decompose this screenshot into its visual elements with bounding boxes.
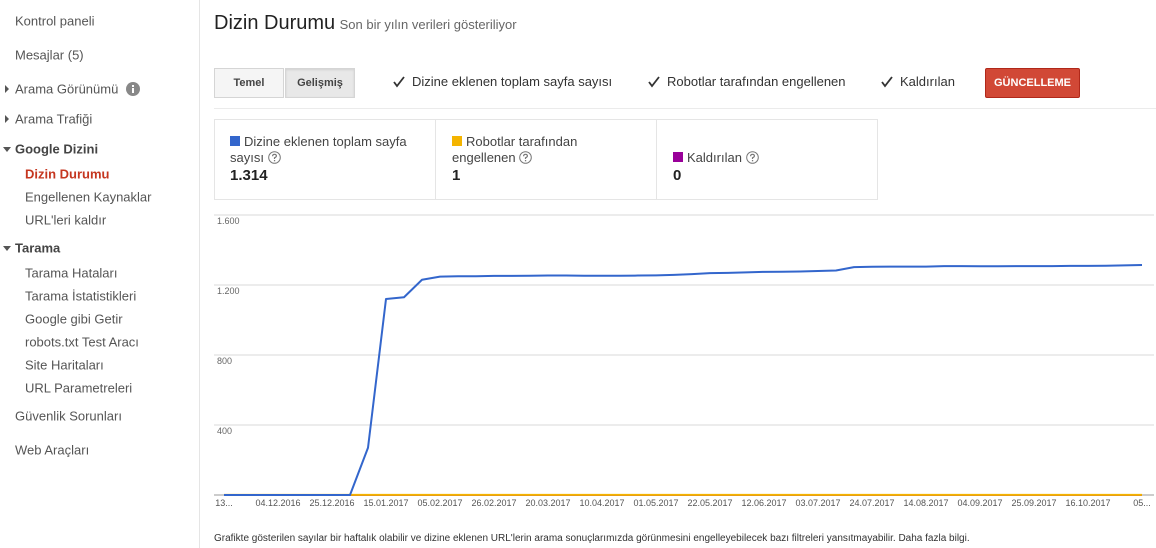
nav-item[interactable]: Google gibi Getir (25, 311, 123, 327)
nav-section[interactable]: Google Dizini (15, 141, 99, 157)
x-tick-label: 26.02.2017 (471, 498, 516, 508)
checkbox[interactable]: Dizine eklenen toplam sayfa sayısı (392, 74, 612, 89)
nav-item[interactable]: robots.txt Test Aracı (25, 334, 139, 350)
footer-link[interactable]: Daha fazla bilgi. (898, 533, 970, 544)
page-title: Dizin Durumu (214, 12, 336, 34)
x-tick-label: 22.05.2017 (687, 498, 732, 508)
help-icon[interactable] (519, 151, 533, 164)
x-tick-label: 12.06.2017 (741, 498, 786, 508)
x-tick-label: 01.05.2017 (633, 498, 678, 508)
checkmark (881, 75, 893, 87)
footer-note: Grafikte gösterilen sayılar bir haftalık… (214, 533, 970, 544)
x-tick-label: 10.04.2017 (579, 498, 624, 508)
summary-card: Dizine eklenen toplam sayfa sayısı 1.314 (214, 120, 435, 200)
nav-item[interactable]: Güvenlik Sorunları (15, 408, 122, 424)
summary-card: Kaldırılan 0 (656, 120, 877, 200)
nav-item[interactable]: Kontrol paneli (15, 13, 95, 29)
info-icon[interactable] (126, 82, 140, 96)
x-tick-label: 15.01.2017 (363, 498, 408, 508)
checkbox[interactable]: Kaldırılan (880, 74, 955, 89)
header: Dizin Durumu Son bir yılın verileri göst… (214, 12, 517, 35)
legend-label: Kaldırılan (687, 150, 742, 165)
legend-swatch (230, 136, 240, 146)
separator (214, 108, 1156, 109)
expand-arrow[interactable] (5, 85, 9, 93)
nav-item[interactable]: Site Haritaları (25, 357, 104, 373)
legend-swatch (673, 152, 683, 162)
summary-label: Kaldırılan (673, 150, 863, 166)
checkmark (393, 75, 405, 87)
legend-swatch (452, 136, 462, 146)
legend-label: Robotlar tarafından engellenen (452, 134, 578, 165)
x-tick-label: 05... (1133, 498, 1151, 508)
x-tick-label: 16.10.2017 (1065, 498, 1110, 508)
series-line (224, 264, 1143, 496)
footer-text: Grafikte gösterilen sayılar bir haftalık… (214, 533, 896, 544)
y-tick-label: 1.200 (217, 286, 240, 296)
x-tick-label: 13... (215, 498, 233, 508)
x-tick-label: 03.07.2017 (795, 498, 840, 508)
nav-item[interactable]: Web Araçları (15, 442, 90, 458)
x-tick-label: 04.09.2017 (957, 498, 1002, 508)
x-tick-label: 04.12.2016 (255, 498, 300, 508)
x-tick-label: 20.03.2017 (525, 498, 570, 508)
summary-value: 0 (673, 167, 682, 184)
checkbox-label: Kaldırılan (900, 74, 955, 89)
tab-active[interactable]: Gelişmiş (285, 68, 355, 98)
x-tick-label: 25.12.2016 (309, 498, 354, 508)
summary-label: Dizine eklenen toplam sayfa sayısı (230, 134, 420, 166)
help-icon[interactable] (745, 151, 759, 164)
x-tick-label: 14.08.2017 (903, 498, 948, 508)
y-tick-label: 400 (217, 426, 232, 436)
nav-item[interactable]: Tarama İstatistikleri (25, 288, 137, 304)
nav-item-active[interactable]: Dizin Durumu (25, 166, 110, 182)
summary-card: Robotlar tarafından engellenen 1 (435, 120, 656, 200)
nav-item[interactable]: Arama Görünümü (15, 81, 119, 97)
nav-item[interactable]: URL'leri kaldır (25, 212, 107, 228)
nav-item[interactable]: URL Parametreleri (25, 380, 133, 396)
nav-section[interactable]: Tarama (15, 240, 61, 256)
summary-value: 1.314 (230, 167, 268, 184)
nav-item[interactable]: Tarama Hataları (25, 265, 118, 281)
tab[interactable]: Temel (214, 68, 284, 98)
update-button[interactable]: GÜNCELLEME (985, 68, 1080, 98)
x-tick-label: 25.09.2017 (1011, 498, 1056, 508)
y-tick-label: 800 (217, 356, 232, 366)
nav-item[interactable]: Engellenen Kaynaklar (25, 189, 152, 205)
checkbox-label: Robotlar tarafından engellenen (667, 74, 846, 89)
checkmark (648, 75, 660, 87)
expand-arrow[interactable] (5, 115, 9, 123)
page-subtitle: Son bir yılın verileri gösteriliyor (339, 17, 517, 32)
summary-value: 1 (452, 167, 461, 184)
checkbox[interactable]: Robotlar tarafından engellenen (647, 74, 846, 89)
help-icon[interactable] (267, 151, 281, 164)
summary-box (214, 119, 878, 200)
sidebar: Kontrol paneli Mesajlar (5) Arama Görünü… (0, 0, 200, 548)
x-tick-label: 05.02.2017 (417, 498, 462, 508)
nav-item[interactable]: Arama Trafiği (15, 111, 93, 127)
x-tick-label: 24.07.2017 (849, 498, 894, 508)
collapse-arrow[interactable] (3, 147, 11, 152)
y-tick-label: 1.600 (217, 216, 240, 226)
summary-label: Robotlar tarafından engellenen (452, 134, 602, 166)
nav-item[interactable]: Mesajlar (5) (15, 47, 84, 63)
legend-label: Dizine eklenen toplam sayfa sayısı (230, 134, 407, 165)
collapse-arrow[interactable] (3, 246, 11, 251)
checkbox-label: Dizine eklenen toplam sayfa sayısı (412, 74, 613, 89)
